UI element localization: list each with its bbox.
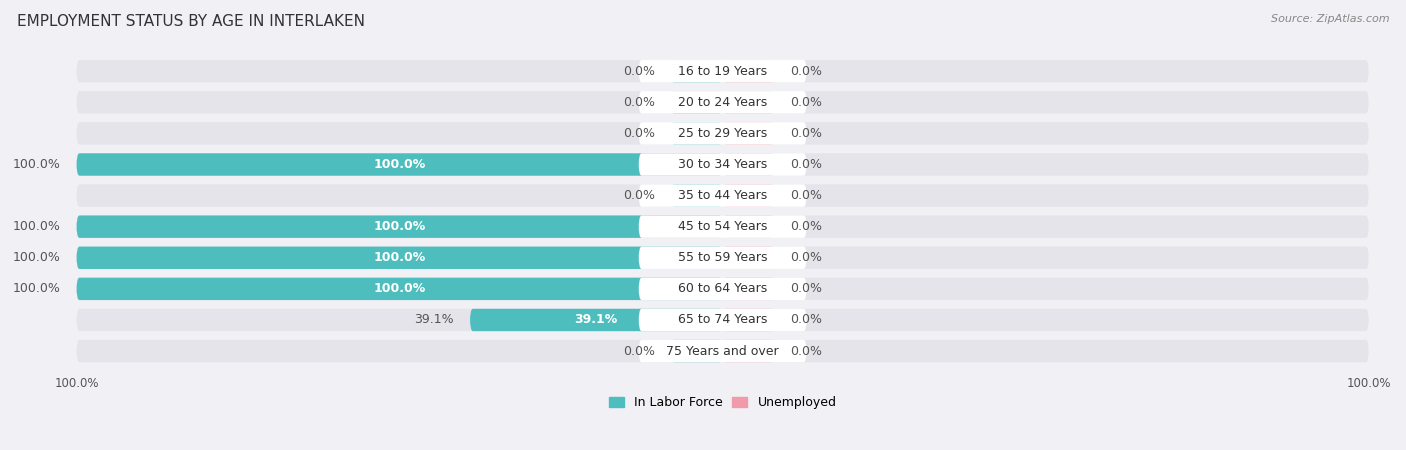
FancyBboxPatch shape (638, 153, 807, 176)
FancyBboxPatch shape (638, 309, 807, 331)
Text: 75 Years and over: 75 Years and over (666, 345, 779, 358)
FancyBboxPatch shape (723, 122, 775, 144)
Text: 20 to 24 Years: 20 to 24 Years (678, 96, 768, 109)
FancyBboxPatch shape (671, 91, 723, 113)
FancyBboxPatch shape (76, 278, 1369, 300)
Text: 30 to 34 Years: 30 to 34 Years (678, 158, 768, 171)
FancyBboxPatch shape (638, 278, 807, 300)
Text: 100.0%: 100.0% (374, 158, 426, 171)
Text: 16 to 19 Years: 16 to 19 Years (678, 65, 768, 78)
Text: 39.1%: 39.1% (415, 314, 454, 326)
Text: 100.0%: 100.0% (374, 251, 426, 264)
FancyBboxPatch shape (671, 60, 723, 82)
Text: 100.0%: 100.0% (13, 158, 60, 171)
FancyBboxPatch shape (76, 247, 1369, 269)
FancyBboxPatch shape (638, 91, 807, 113)
Text: 100.0%: 100.0% (374, 220, 426, 233)
FancyBboxPatch shape (723, 247, 775, 269)
FancyBboxPatch shape (638, 122, 807, 144)
Text: 0.0%: 0.0% (623, 96, 655, 109)
FancyBboxPatch shape (671, 184, 723, 207)
FancyBboxPatch shape (723, 278, 775, 300)
FancyBboxPatch shape (638, 247, 807, 269)
FancyBboxPatch shape (76, 278, 723, 300)
Text: 0.0%: 0.0% (790, 314, 823, 326)
FancyBboxPatch shape (723, 340, 775, 362)
Text: 0.0%: 0.0% (623, 65, 655, 78)
Text: 55 to 59 Years: 55 to 59 Years (678, 251, 768, 264)
FancyBboxPatch shape (76, 184, 1369, 207)
Text: 60 to 64 Years: 60 to 64 Years (678, 282, 768, 295)
Text: 45 to 54 Years: 45 to 54 Years (678, 220, 768, 233)
FancyBboxPatch shape (638, 216, 807, 238)
Legend: In Labor Force, Unemployed: In Labor Force, Unemployed (605, 392, 841, 413)
FancyBboxPatch shape (723, 216, 775, 238)
FancyBboxPatch shape (671, 122, 723, 144)
Text: EMPLOYMENT STATUS BY AGE IN INTERLAKEN: EMPLOYMENT STATUS BY AGE IN INTERLAKEN (17, 14, 366, 28)
FancyBboxPatch shape (723, 184, 775, 207)
Text: 35 to 44 Years: 35 to 44 Years (678, 189, 768, 202)
Text: 39.1%: 39.1% (575, 314, 617, 326)
FancyBboxPatch shape (76, 247, 723, 269)
Text: 65 to 74 Years: 65 to 74 Years (678, 314, 768, 326)
FancyBboxPatch shape (723, 153, 775, 176)
FancyBboxPatch shape (76, 60, 1369, 82)
Text: 100.0%: 100.0% (13, 251, 60, 264)
Text: 0.0%: 0.0% (790, 220, 823, 233)
Text: Source: ZipAtlas.com: Source: ZipAtlas.com (1271, 14, 1389, 23)
Text: 0.0%: 0.0% (790, 282, 823, 295)
FancyBboxPatch shape (671, 340, 723, 362)
Text: 0.0%: 0.0% (790, 96, 823, 109)
FancyBboxPatch shape (76, 153, 1369, 176)
Text: 0.0%: 0.0% (623, 127, 655, 140)
FancyBboxPatch shape (723, 91, 775, 113)
Text: 100.0%: 100.0% (13, 282, 60, 295)
Text: 100.0%: 100.0% (374, 282, 426, 295)
Text: 0.0%: 0.0% (623, 189, 655, 202)
Text: 0.0%: 0.0% (790, 251, 823, 264)
FancyBboxPatch shape (638, 340, 807, 362)
Text: 0.0%: 0.0% (790, 127, 823, 140)
FancyBboxPatch shape (76, 122, 1369, 144)
Text: 0.0%: 0.0% (790, 345, 823, 358)
Text: 0.0%: 0.0% (790, 189, 823, 202)
FancyBboxPatch shape (76, 91, 1369, 113)
FancyBboxPatch shape (638, 184, 807, 207)
FancyBboxPatch shape (638, 60, 807, 82)
Text: 0.0%: 0.0% (790, 65, 823, 78)
FancyBboxPatch shape (76, 309, 1369, 331)
FancyBboxPatch shape (723, 309, 775, 331)
FancyBboxPatch shape (76, 216, 1369, 238)
FancyBboxPatch shape (470, 309, 723, 331)
FancyBboxPatch shape (723, 60, 775, 82)
Text: 100.0%: 100.0% (13, 220, 60, 233)
Text: 0.0%: 0.0% (623, 345, 655, 358)
Text: 0.0%: 0.0% (790, 158, 823, 171)
FancyBboxPatch shape (76, 340, 1369, 362)
Text: 25 to 29 Years: 25 to 29 Years (678, 127, 768, 140)
FancyBboxPatch shape (76, 216, 723, 238)
FancyBboxPatch shape (76, 153, 723, 176)
